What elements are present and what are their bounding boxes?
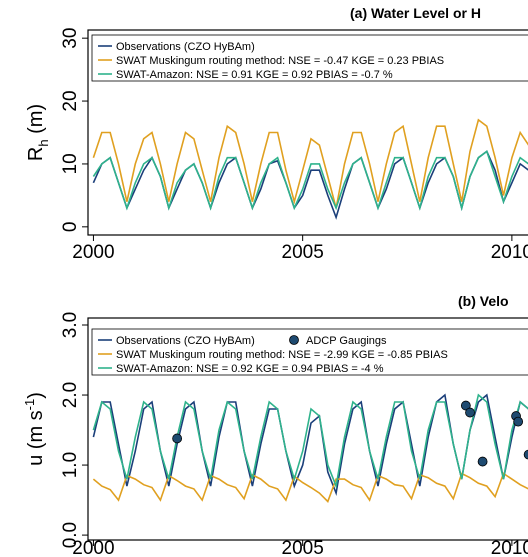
y-tick-label: 1.0: [60, 452, 81, 478]
panel: (a) Water Level or H Rh (m) 0 10 20 30 2000 200…: [25, 5, 528, 263]
x-tick-label: 2010: [491, 538, 528, 557]
x-tick-label: 2000: [72, 242, 114, 263]
legend-label: SWAT-Amazon: NSE = 0.91 KGE = 0.92 PBIAS…: [116, 69, 393, 81]
adcp-point: [465, 407, 475, 418]
series-line: [92, 150, 528, 220]
legend-box: [91, 34, 528, 82]
plot-frame: [87, 317, 528, 541]
series-line: [92, 150, 528, 212]
y-label-part: h: [36, 139, 51, 146]
legend-label: ADCP Gaugings: [306, 335, 387, 347]
y-tick-label: 0.0: [60, 522, 81, 548]
legend-label: Observations (CZO HyBAm): [116, 335, 255, 347]
series-line: [92, 472, 528, 503]
legend: Observations (CZO HyBAm) ADCP Gaugings SWA…: [91, 328, 528, 376]
legend-label: Observations (CZO HyBAm): [116, 41, 255, 53]
adcp-point: [477, 456, 488, 467]
y-axis-label: u (m s-1): [22, 392, 47, 466]
legend-label: SWAT Muskingum routing method: NSE = -2.…: [116, 349, 448, 361]
series-line: [92, 393, 528, 490]
series-line: [92, 118, 528, 209]
y-tick-label: 30: [60, 28, 81, 49]
adcp-point: [523, 449, 528, 460]
y-tick-label: 2.0: [60, 382, 81, 408]
legend-label: SWAT-Amazon: NSE = 0.92 KGE = 0.94 PBIAS…: [116, 363, 384, 375]
y-tick-label: 0: [60, 222, 81, 233]
y-label-part: -1: [22, 399, 37, 411]
y-axis-label: Rh (m): [25, 104, 51, 161]
x-tick-label: 2005: [282, 538, 324, 557]
y-tick-label: 3.0: [60, 312, 81, 338]
adcp-point: [513, 416, 524, 427]
x-tick-label: 2000: [72, 538, 114, 557]
legend-box: [91, 328, 528, 376]
y-label-part: R: [25, 147, 47, 161]
x-tick-label: 2010: [491, 242, 528, 263]
legend-marker: [289, 335, 299, 345]
legend-label: SWAT Muskingum routing method: NSE = -0.…: [116, 55, 444, 67]
y-label-part: (m): [25, 104, 47, 140]
chart-title: (b) Velo: [458, 293, 509, 309]
y-tick-label: 10: [60, 153, 81, 174]
legend: Observations (CZO HyBAm) SWAT Muskingum r…: [91, 34, 528, 82]
x-tick-label: 2005: [282, 242, 324, 263]
chart-title: (a) Water Level or H: [350, 5, 481, 21]
adcp-point: [172, 433, 183, 444]
y-label-part: ): [25, 392, 47, 399]
plot-frame: [87, 29, 528, 236]
y-label-part: u (m s: [25, 410, 47, 466]
panel: (b) Velo u (m s-1) 0.0 1.0 2.0 3.0 2000 2005 201…: [22, 293, 528, 557]
y-tick-label: 20: [60, 90, 81, 111]
